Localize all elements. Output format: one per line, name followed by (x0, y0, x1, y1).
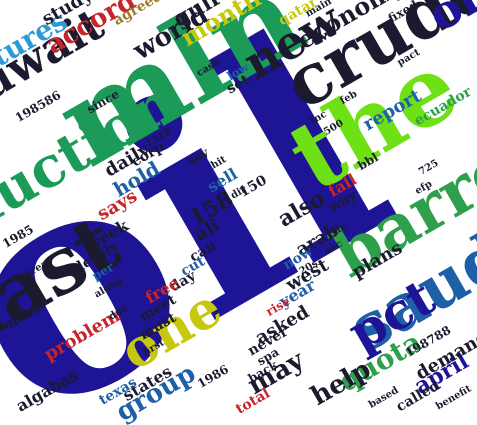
cloud-word-based: based (367, 385, 401, 411)
cloud-word-help: help (306, 354, 376, 412)
